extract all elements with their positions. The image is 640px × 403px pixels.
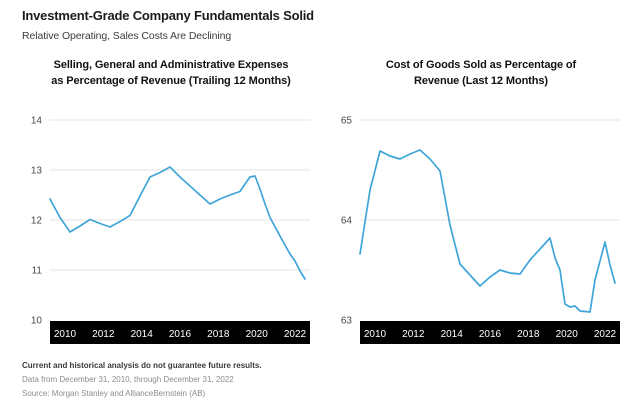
y-tick-label: 13 bbox=[31, 166, 43, 177]
source-text: Source: Morgan Stanley and AllianceBerns… bbox=[22, 389, 206, 398]
sga-line-chart: 14 13 12 11 10 2010 2012 2014 2016 2018 2020 2022 bbox=[31, 116, 310, 344]
data-line bbox=[49, 166, 306, 280]
figure-footer: Current and historical analysis do not g… bbox=[22, 361, 262, 403]
charts-row: Selling, General and Administrative Expe… bbox=[20, 54, 632, 346]
x-tick-label: 2010 bbox=[54, 329, 77, 340]
sga-chart: Selling, General and Administrative Expe… bbox=[20, 54, 322, 346]
y-tick-label: 65 bbox=[341, 116, 353, 127]
x-tick-label: 2016 bbox=[169, 329, 192, 340]
y-tick-label: 12 bbox=[31, 216, 43, 227]
data-range-text: Data from December 31, 2010, through Dec… bbox=[22, 375, 234, 384]
page-subtitle: Relative Operating, Sales Costs Are Decl… bbox=[22, 30, 232, 42]
x-axis-strip bbox=[50, 321, 310, 344]
x-tick-label: 2020 bbox=[556, 329, 579, 340]
x-tick-label: 2020 bbox=[246, 329, 269, 340]
x-tick-label: 2012 bbox=[92, 329, 115, 340]
chart-title-line: Selling, General and Administrative Expe… bbox=[53, 59, 289, 71]
chart-title-line: Cost of Goods Sold as Percentage of bbox=[385, 59, 577, 71]
sga-chart-title: Selling, General and Administrative Expe… bbox=[20, 54, 322, 104]
y-tick-label: 64 bbox=[341, 216, 353, 227]
figure-header: Investment-Grade Company Fundamentals So… bbox=[22, 8, 314, 42]
y-tick-label: 11 bbox=[32, 266, 43, 277]
x-tick-label: 2014 bbox=[131, 329, 154, 340]
y-tick-label: 63 bbox=[341, 316, 353, 327]
x-tick-label: 2016 bbox=[479, 329, 502, 340]
x-axis-strip bbox=[360, 321, 620, 344]
x-tick-label: 2010 bbox=[364, 329, 387, 340]
cogs-chart-title: Cost of Goods Sold as Percentage of Reve… bbox=[330, 54, 632, 104]
x-tick-label: 2014 bbox=[441, 329, 464, 340]
x-tick-label: 2018 bbox=[207, 329, 230, 340]
y-tick-label: 14 bbox=[31, 116, 43, 127]
x-tick-label: 2022 bbox=[594, 329, 617, 340]
y-tick-label: 10 bbox=[31, 316, 43, 327]
cogs-line-chart: 65 64 63 2010 2012 2014 2016 2018 2020 2022 bbox=[341, 116, 620, 344]
cogs-chart: Cost of Goods Sold as Percentage of Reve… bbox=[330, 54, 632, 346]
chart-title-line: as Percentage of Revenue (Trailing 12 Mo… bbox=[51, 74, 291, 87]
page-title: Investment-Grade Company Fundamentals So… bbox=[22, 8, 314, 23]
x-tick-label: 2022 bbox=[284, 329, 307, 340]
disclaimer-text: Current and historical analysis do not g… bbox=[22, 361, 262, 370]
chart-title-line: Revenue (Last 12 Months) bbox=[414, 74, 548, 87]
data-line bbox=[359, 149, 616, 313]
x-tick-label: 2012 bbox=[402, 329, 425, 340]
x-tick-label: 2018 bbox=[517, 329, 540, 340]
